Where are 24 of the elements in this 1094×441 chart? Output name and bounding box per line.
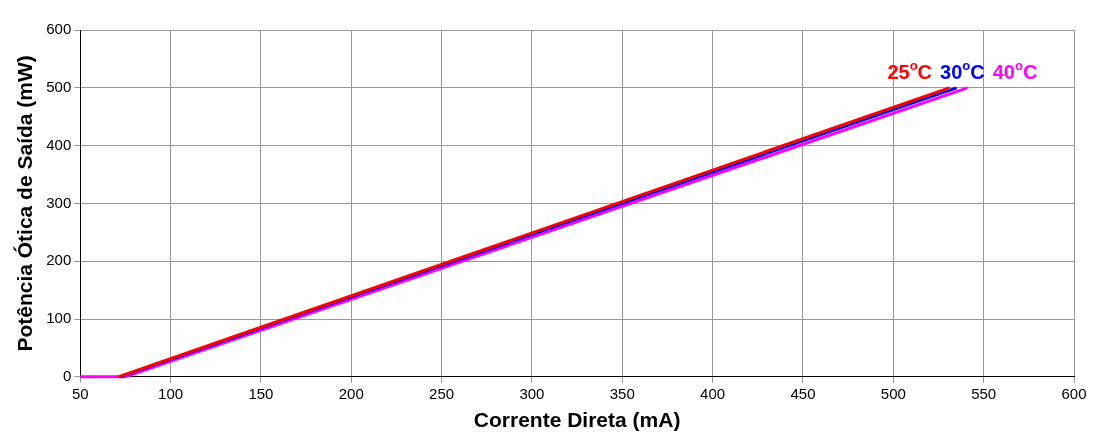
x-tick-label: 550 [971,384,997,402]
series-label: 40$^{o}$C [992,57,1038,84]
y-tick-label: 500 [46,77,72,95]
x-tick-label: 600 [1061,384,1087,402]
x-axis-title: Corrente Direta (mA) [473,408,681,432]
y-tick-label: 400 [46,135,72,153]
x-tick-label: 200 [338,384,364,402]
y-tick-label: 300 [46,193,72,211]
x-tick-label: 300 [519,384,545,402]
y-tick-label: 100 [46,309,72,327]
x-tick-label: 250 [429,384,455,402]
y-axis-title: Potência Ótica de Saída (mW) [13,55,37,352]
y-tick-label: 600 [46,20,72,38]
x-tick-label: 500 [880,384,906,402]
series-label: 30$^{o}$C [940,57,985,84]
x-tick-label: 450 [790,384,816,402]
y-tick-label: 0 [62,366,72,384]
x-tick-label: 400 [700,384,726,402]
x-tick-label: 50 [71,384,89,402]
x-tick-label: 150 [248,384,274,402]
x-tick-label: 350 [609,384,635,402]
series-label: 25$^{o}$C [887,57,933,84]
y-tick-label: 200 [46,251,72,269]
x-tick-label: 100 [158,384,184,402]
